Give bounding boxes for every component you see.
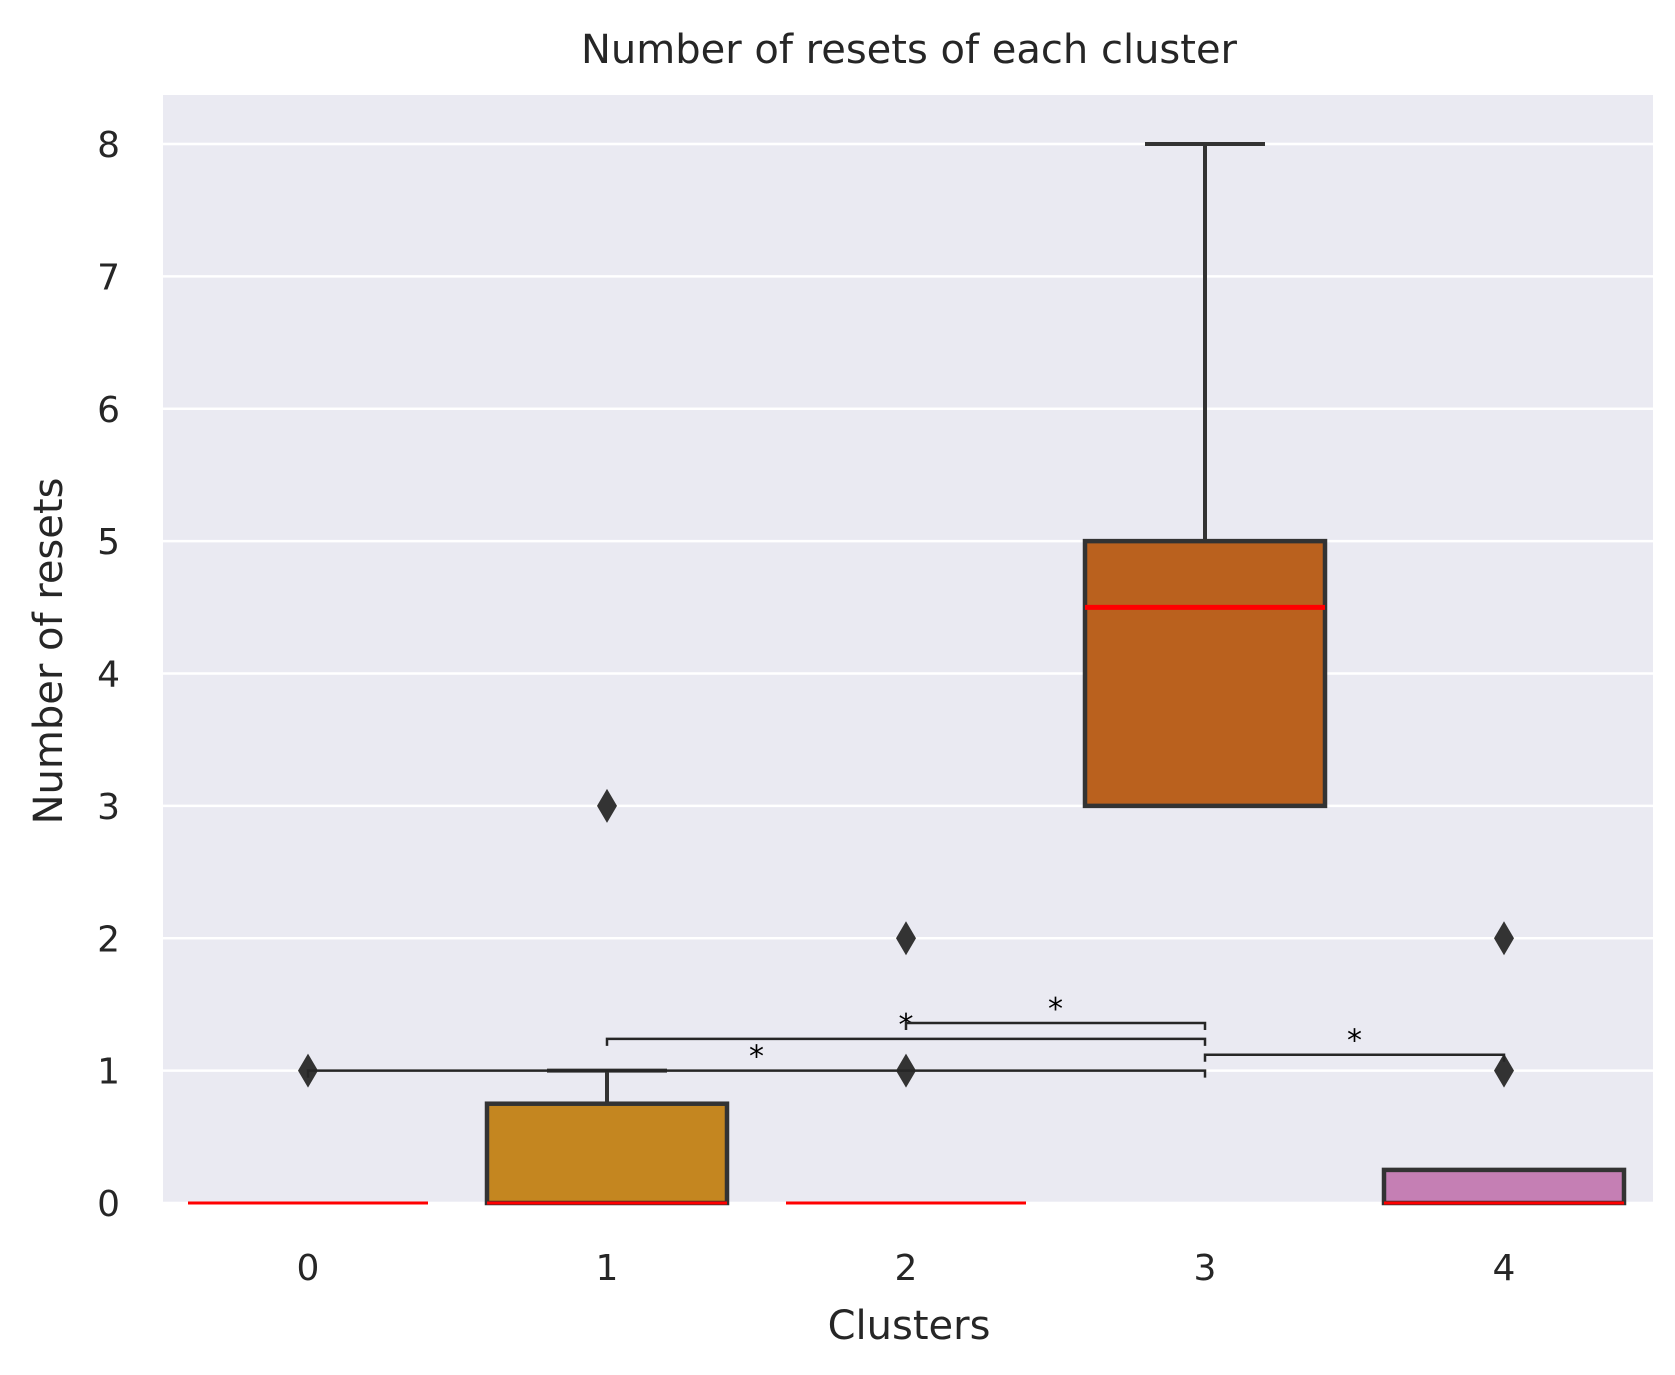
significance-3-4: * xyxy=(1203,1024,1506,1062)
y-tick-label-2: 2 xyxy=(97,919,120,960)
x-tick-label-3: 3 xyxy=(1194,1248,1217,1289)
box xyxy=(484,1101,730,1206)
bracket-line xyxy=(1203,1053,1506,1062)
y-tick-label-5: 5 xyxy=(97,522,120,563)
significance-label: * xyxy=(1048,992,1063,1027)
significance-brackets: ** ** xyxy=(306,992,1506,1078)
boxes xyxy=(188,142,1627,1206)
x-tick-labels: 0 1 2 3 4 xyxy=(297,1248,1516,1289)
x-tick-label-0: 0 xyxy=(297,1248,320,1289)
bracket-line xyxy=(904,1021,1207,1030)
plot-area xyxy=(163,95,1653,1203)
y-tick-label-6: 6 xyxy=(97,390,120,431)
bracket-line xyxy=(306,1069,1207,1078)
x-tick-label-4: 4 xyxy=(1493,1248,1516,1289)
box xyxy=(1381,1167,1627,1206)
outlier-point xyxy=(597,788,617,823)
outlier-point xyxy=(1494,921,1514,956)
y-tick-label-7: 7 xyxy=(97,257,120,298)
y-tick-label-4: 4 xyxy=(97,655,120,696)
y-axis-label: Number of resets xyxy=(26,478,72,825)
y-tick-label-8: 8 xyxy=(97,125,120,166)
outlier-point xyxy=(1494,1053,1514,1088)
box-cluster-3 xyxy=(1082,142,1328,809)
significance-2-3: * xyxy=(904,992,1207,1030)
x-axis-label: Clusters xyxy=(828,1303,991,1349)
x-tick-label-2: 2 xyxy=(895,1248,918,1289)
bracket-line xyxy=(605,1037,1207,1046)
y-tick-label-1: 1 xyxy=(97,1052,120,1093)
outlier-point xyxy=(896,921,916,956)
box xyxy=(1082,538,1328,809)
x-tick-label-1: 1 xyxy=(596,1248,619,1289)
chart-title: Number of resets of each cluster xyxy=(581,27,1238,73)
y-tick-label-0: 0 xyxy=(97,1184,120,1225)
y-tick-label-3: 3 xyxy=(97,787,120,828)
y-tick-labels: 0 1 2 3 4 5 6 7 8 xyxy=(97,125,120,1225)
significance-label: * xyxy=(749,1040,764,1075)
box-cluster-4 xyxy=(1381,921,1627,1206)
significance-label: * xyxy=(1347,1024,1362,1059)
box-cluster-0 xyxy=(188,1053,428,1205)
significance-0-3: * xyxy=(306,1040,1207,1078)
